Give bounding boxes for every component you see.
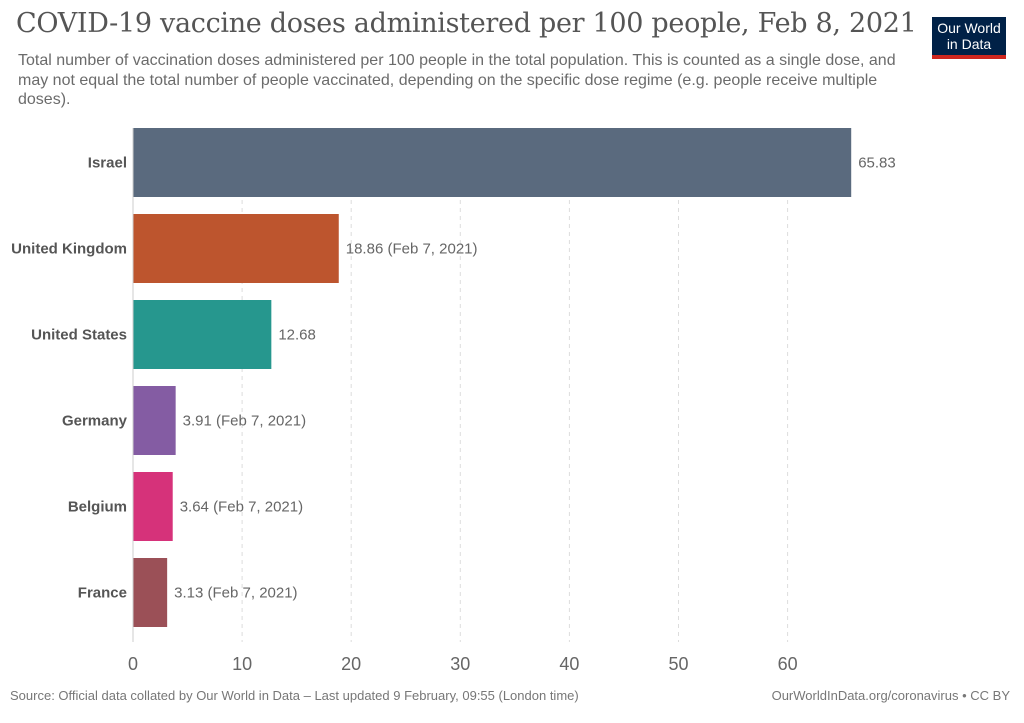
source-note: Source: Official data collated by Our Wo…	[10, 688, 579, 703]
bar-israel[interactable]	[133, 128, 852, 197]
category-label: Israel	[88, 155, 127, 172]
data-label: 18.86 (Feb 7, 2021)	[346, 241, 478, 258]
x-tick-label: 30	[450, 654, 470, 674]
data-label: 3.64 (Feb 7, 2021)	[180, 499, 303, 516]
x-tick-label: 60	[778, 654, 798, 674]
data-label: 12.68	[278, 327, 316, 344]
owid-logo[interactable]: Our World in Data	[932, 17, 1006, 59]
logo-line-2: in Data	[946, 36, 992, 52]
category-label: France	[78, 585, 127, 602]
credit-link[interactable]: OurWorldInData.org/coronavirus • CC BY	[771, 688, 1010, 703]
bar-france[interactable]	[133, 558, 168, 627]
data-label: 3.13 (Feb 7, 2021)	[174, 585, 297, 602]
data-label: 3.91 (Feb 7, 2021)	[183, 413, 306, 430]
chart-subtitle: Total number of vaccination doses admini…	[18, 52, 896, 108]
data-label: 65.83	[858, 155, 896, 172]
bar-belgium[interactable]	[133, 472, 173, 541]
category-label: Germany	[62, 413, 128, 430]
x-tick-label: 50	[668, 654, 688, 674]
x-tick-label: 40	[559, 654, 579, 674]
x-tick-label: 10	[232, 654, 252, 674]
category-label: United Kingdom	[11, 241, 127, 258]
bar-united-kingdom[interactable]	[133, 214, 339, 283]
chart-title: COVID-19 vaccine doses administered per …	[16, 8, 917, 39]
x-tick-label: 0	[128, 654, 138, 674]
category-label: Belgium	[68, 499, 127, 516]
logo-line-1: Our World	[937, 20, 1001, 36]
x-tick-label: 20	[341, 654, 361, 674]
bar-united-states[interactable]	[133, 300, 272, 369]
category-label: United States	[31, 327, 127, 344]
bar-germany[interactable]	[133, 386, 176, 455]
